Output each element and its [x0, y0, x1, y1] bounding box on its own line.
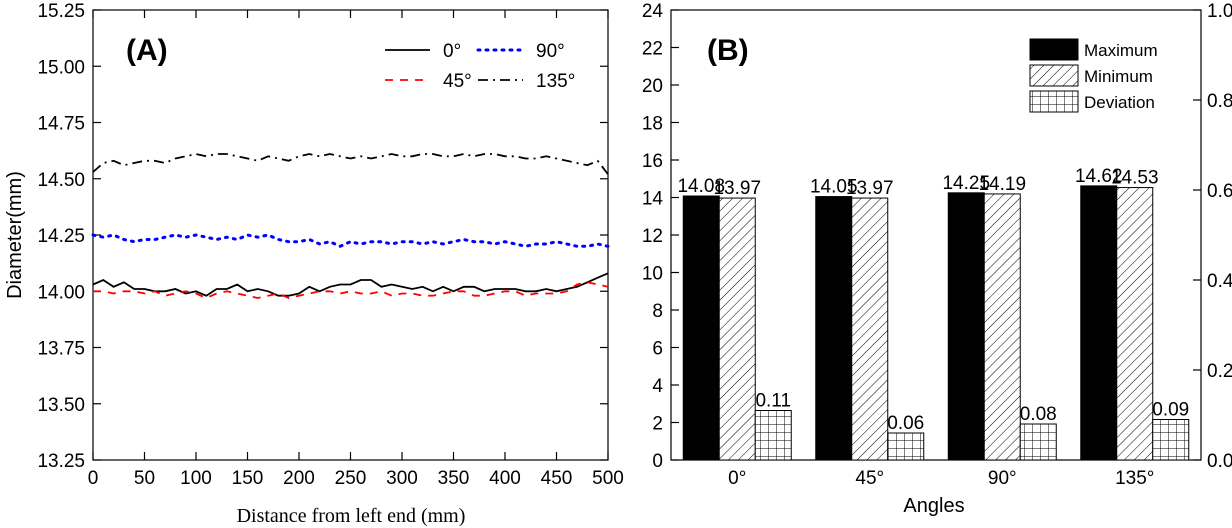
y-tick-label-b: 14	[642, 189, 664, 210]
y-tick-label-b: 22	[642, 39, 663, 60]
y-tick-label-a: 15.00	[37, 57, 85, 78]
series-line-90deg	[91, 233, 610, 248]
y-tick-label-b: 8	[652, 301, 663, 322]
data-label-minimum: 14.53	[1111, 168, 1159, 189]
bar-maximum	[947, 192, 985, 461]
bar-deviation	[754, 410, 792, 461]
data-label-minimum: 14.19	[978, 174, 1026, 195]
y-tick-label-b: 20	[642, 76, 663, 97]
panel-label-a: (A)	[126, 34, 168, 67]
y-tick-label-a: 15.25	[37, 1, 85, 22]
legend-label-maximum: Maximum	[1084, 41, 1158, 60]
y-tick-label-b: 10	[642, 264, 663, 285]
x-tick-label-a: 400	[489, 468, 521, 489]
x-axis-label-a: Distance from left end (mm)	[237, 505, 466, 527]
series-line-0deg	[92, 272, 609, 297]
x-tick-label-a: 200	[283, 468, 315, 489]
bar-maximum	[682, 195, 720, 461]
line-series-group	[91, 153, 610, 299]
y-tick-label-a: 14.00	[37, 282, 85, 303]
legend-b: Maximum Minimum Deviation	[1029, 38, 1158, 113]
x-tick-label-b: 45°	[855, 468, 884, 489]
y-tick-label-a: 14.25	[37, 226, 85, 247]
x-tick-label-a: 100	[180, 468, 212, 489]
y-tick-label-a: 13.25	[37, 451, 85, 472]
legend-label-deviation: Deviation	[1084, 93, 1155, 112]
legend-swatch-deviation	[1029, 90, 1079, 113]
bar-deviation	[1152, 419, 1190, 461]
data-label-deviation: 0.09	[1152, 400, 1189, 421]
series-line-45deg	[93, 281, 609, 299]
legend-label-45deg: 45°	[443, 71, 472, 92]
y-tick-label-b: 24	[642, 1, 664, 22]
legend-label-135deg: 135°	[536, 71, 575, 92]
bar-maximum	[815, 196, 853, 461]
y-tick-label-b: 4	[652, 376, 663, 397]
bar-deviation	[887, 432, 925, 461]
panel-label-b: (B)	[707, 34, 749, 67]
x-tick-label-a: 50	[134, 468, 155, 489]
x-tick-label-a: 0	[88, 468, 99, 489]
data-label-deviation: 0.06	[887, 413, 924, 434]
legend-label-90deg: 90°	[536, 41, 565, 62]
chart-panel-a: 13.25 13.50 13.75 14.00 14.25 14.50 14.75 15.00…	[4, 1, 624, 527]
y2-tick-label-b: 1.0	[1207, 1, 1232, 22]
data-label-maximum: 14.05	[810, 177, 858, 198]
bar-minimum	[983, 193, 1021, 461]
data-label-maximum: 14.25	[942, 173, 990, 194]
bar-minimum	[718, 197, 756, 461]
y2-tick-label-b: 0.8	[1207, 91, 1232, 112]
bar-maximum	[1080, 185, 1118, 461]
legend-label-0deg: 0°	[443, 41, 461, 62]
data-label-deviation: 0.08	[1020, 404, 1057, 425]
bar-series-group: 14.0813.970.1114.0513.970.0614.2514.190.…	[677, 166, 1190, 461]
bar-minimum	[851, 197, 889, 461]
series-line-135deg	[92, 153, 609, 175]
legend-swatch-minimum	[1029, 64, 1079, 87]
y2-tick-label-b: 0.6	[1207, 181, 1232, 202]
legend-a: 0° 90° 45° 135°	[385, 41, 575, 92]
x-tick-label-a: 300	[386, 468, 418, 489]
data-label-deviation: 0.11	[755, 391, 791, 412]
y2-tick-label-b: 0.0	[1207, 451, 1232, 472]
y-tick-label-a: 13.50	[37, 395, 85, 416]
x-tick-label-a: 350	[438, 468, 470, 489]
y-tick-label-a: 14.75	[37, 114, 85, 135]
data-label-minimum: 13.97	[713, 178, 761, 199]
y-tick-label-b: 2	[652, 414, 663, 435]
y-tick-label-b: 12	[642, 226, 663, 247]
x-axis-label-b: Angles	[903, 495, 964, 517]
y-tick-label-b: 18	[642, 114, 663, 135]
x-tick-label-a: 250	[335, 468, 367, 489]
data-label-maximum: 14.62	[1075, 166, 1123, 187]
x-tick-label-b: 0°	[728, 468, 746, 489]
x-tick-label-b: 90°	[988, 468, 1017, 489]
bar-deviation	[1019, 423, 1057, 461]
x-tick-label-a: 450	[541, 468, 573, 489]
x-tick-label-b: 135°	[1115, 468, 1154, 489]
y-tick-label-a: 13.75	[37, 339, 85, 360]
legend-swatch-maximum	[1029, 38, 1079, 61]
legend-label-minimum: Minimum	[1084, 67, 1153, 86]
y-axis-label-a: Diameter(mm)	[4, 171, 26, 299]
y-tick-label-b: 16	[642, 151, 663, 172]
y2-tick-label-b: 0.4	[1207, 271, 1232, 292]
y2-tick-label-b: 0.2	[1207, 361, 1232, 382]
y-tick-label-b: 6	[652, 339, 663, 360]
data-label-maximum: 14.08	[677, 176, 725, 197]
x-tick-label-a: 500	[592, 468, 624, 489]
y-tick-label-a: 14.50	[37, 170, 85, 191]
x-tick-label-a: 150	[232, 468, 264, 489]
bar-minimum	[1116, 187, 1154, 461]
data-label-minimum: 13.97	[846, 178, 894, 199]
y-tick-label-b: 0	[652, 451, 663, 472]
